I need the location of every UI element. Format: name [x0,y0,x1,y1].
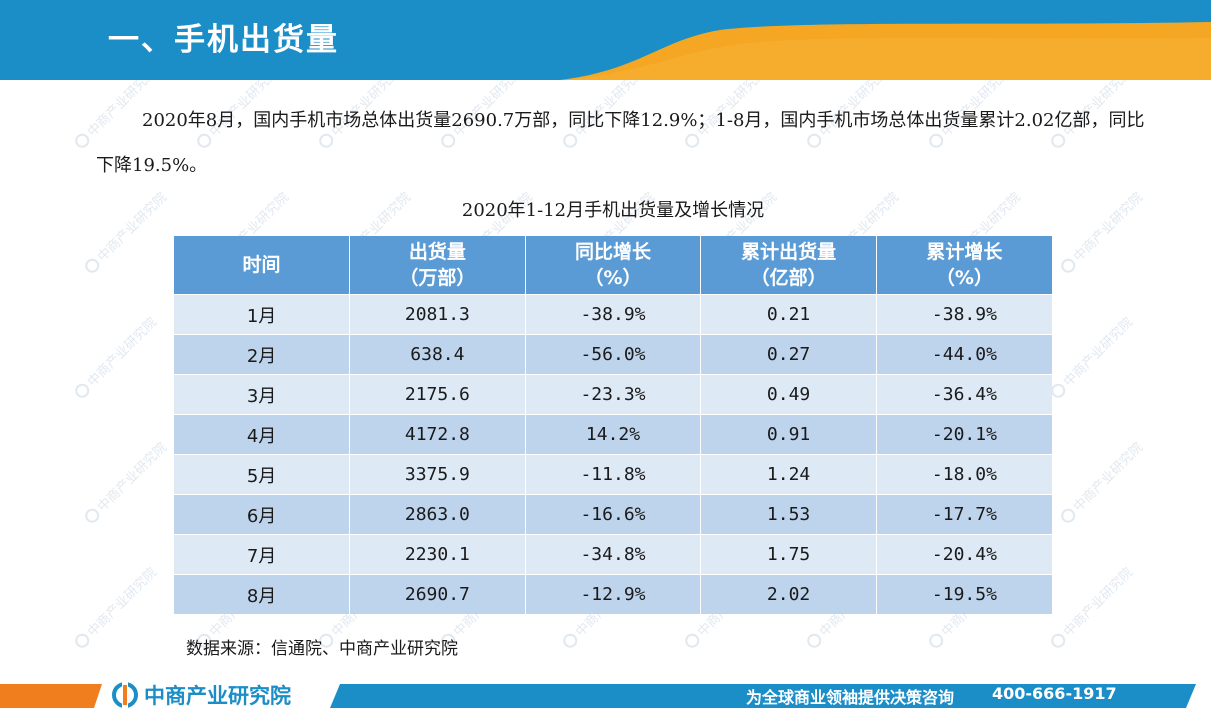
header-yoy: 同比增长 （%） [525,236,702,295]
shipment-table: 时间 出货量 （万部） 同比增长 （%） 累计出货量 （亿部） 累计增长 （%）… [174,236,1052,614]
cell-cumulative: 1.53 [700,494,877,535]
cell-cumulative-growth: -18.0% [876,454,1052,495]
cell-month: 7月 [174,534,351,575]
watermark-mark: 中商产业研究院 [1051,565,1136,648]
cell-yoy: -11.8% [525,454,702,495]
footer-phone: 400-666-1917 [992,684,1117,703]
logo-text: 中商产业研究院 [144,684,291,708]
cell-month: 1月 [174,294,351,335]
watermark-mark: 中商产业研究院 [75,565,160,648]
watermark-mark: 中商产业研究院 [1061,190,1146,273]
table-row: 6月 2863.0 -16.6% 1.53 -17.7% [174,494,1052,535]
cell-shipment: 2081.3 [349,294,526,335]
svg-text:中商产业研究院: 中商产业研究院 [95,440,170,515]
cell-cumulative: 0.21 [700,294,877,335]
cell-cumulative-growth: -19.5% [876,574,1052,614]
header-time-label: 时间 [242,254,281,276]
header-yoy-unit: （%） [584,267,642,289]
cell-shipment: 2690.7 [349,574,526,614]
cell-cumulative-growth: -38.9% [876,294,1052,335]
cell-cumulative: 0.91 [700,414,877,455]
watermark-mark: 中商产业研究院 [85,440,170,523]
cell-month: 4月 [174,414,351,455]
table-row: 8月 2690.7 -12.9% 2.02 -19.5% [174,574,1052,614]
cell-month: 6月 [174,494,351,535]
header-shipment: 出货量 （万部） [349,236,526,295]
footer-slogan: 为全球商业领袖提供决策咨询 [746,688,955,707]
cell-cumulative-growth: -44.0% [876,334,1052,375]
footer-logo: 中商产业研究院 [112,682,291,708]
cell-month: 5月 [174,454,351,495]
cell-shipment: 4172.8 [349,414,526,455]
header-wave-decoration [0,0,1211,80]
cell-yoy: -23.3% [525,374,702,415]
table-row: 3月 2175.6 -23.3% 0.49 -36.4% [174,374,1052,415]
watermark-mark: 中商产业研究院 [1051,315,1136,398]
cell-yoy: -38.9% [525,294,702,335]
footer-decoration [0,684,1196,708]
cell-yoy: 14.2% [525,414,702,455]
cell-shipment: 638.4 [349,334,526,375]
header-shipment-label: 出货量 [408,241,466,263]
table-row: 4月 4172.8 14.2% 0.91 -20.1% [174,414,1052,455]
header-cumulative-growth-label: 累计增长 [926,241,1003,263]
footer-band [0,680,1211,712]
header-cumulative-unit: （亿部） [750,267,827,289]
cell-cumulative: 1.24 [700,454,877,495]
cell-yoy: -12.9% [525,574,702,614]
svg-text:中商产业研究院: 中商产业研究院 [85,565,160,640]
table-row: 2月 638.4 -56.0% 0.27 -44.0% [174,334,1052,375]
watermark-mark: 中商产业研究院 [1061,440,1146,523]
cell-shipment: 2230.1 [349,534,526,575]
header-band: 一、手机出货量 [0,0,1211,80]
header-cumulative-growth-unit: （%） [935,267,993,289]
table-title: 2020年1-12月手机出货量及增长情况 [461,200,765,221]
table-header-row: 时间 出货量 （万部） 同比增长 （%） 累计出货量 （亿部） 累计增长 （%） [174,236,1052,295]
table-row: 7月 2230.1 -34.8% 1.75 -20.4% [174,534,1052,575]
svg-text:中商产业研究院: 中商产业研究院 [1071,190,1146,265]
cell-cumulative-growth: -20.4% [876,534,1052,575]
cell-month: 3月 [174,374,351,415]
watermark-mark: 中商产业研究院 [75,315,160,398]
svg-text:中商产业研究院: 中商产业研究院 [1071,440,1146,515]
cell-shipment: 3375.9 [349,454,526,495]
cell-cumulative: 1.75 [700,534,877,575]
cell-month: 2月 [174,334,351,375]
svg-text:中商产业研究院: 中商产业研究院 [1061,315,1136,390]
header-cumulative-label: 累计出货量 [741,241,837,263]
header-shipment-unit: （万部） [399,267,476,289]
page-title: 一、手机出货量 [108,22,339,58]
cell-cumulative: 2.02 [700,574,877,614]
svg-text:中商产业研究院: 中商产业研究院 [95,190,170,265]
watermark-mark: 中商产业研究院 [85,190,170,273]
header-time: 时间 [174,236,351,295]
table-row: 1月 2081.3 -38.9% 0.21 -38.9% [174,294,1052,335]
cell-yoy: -16.6% [525,494,702,535]
header-yoy-label: 同比增长 [574,241,651,263]
header-cumulative: 累计出货量 （亿部） [700,236,877,295]
cell-cumulative-growth: -20.1% [876,414,1052,455]
cell-month: 8月 [174,574,351,614]
svg-text:中商产业研究院: 中商产业研究院 [1061,565,1136,640]
cell-cumulative: 0.49 [700,374,877,415]
cell-shipment: 2863.0 [349,494,526,535]
table-body: 1月 2081.3 -38.9% 0.21 -38.9% 2月 638.4 -56.0% 0.2… [174,294,1052,614]
table-row: 5月 3375.9 -11.8% 1.24 -18.0% [174,454,1052,495]
cell-yoy: -56.0% [525,334,702,375]
cell-yoy: -34.8% [525,534,702,575]
cell-shipment: 2175.6 [349,374,526,415]
cell-cumulative: 0.27 [700,334,877,375]
logo-icon [112,682,138,708]
cell-cumulative-growth: -17.7% [876,494,1052,535]
source-note: 数据来源：信通院、中商产业研究院 [186,639,458,659]
intro-paragraph: 2020年8月，国内手机市场总体出货量2690.7万部，同比下降12.9%；1-… [96,110,1145,176]
svg-text:中商产业研究院: 中商产业研究院 [85,315,160,390]
cell-cumulative-growth: -36.4% [876,374,1052,415]
header-cumulative-growth: 累计增长 （%） [876,236,1052,295]
